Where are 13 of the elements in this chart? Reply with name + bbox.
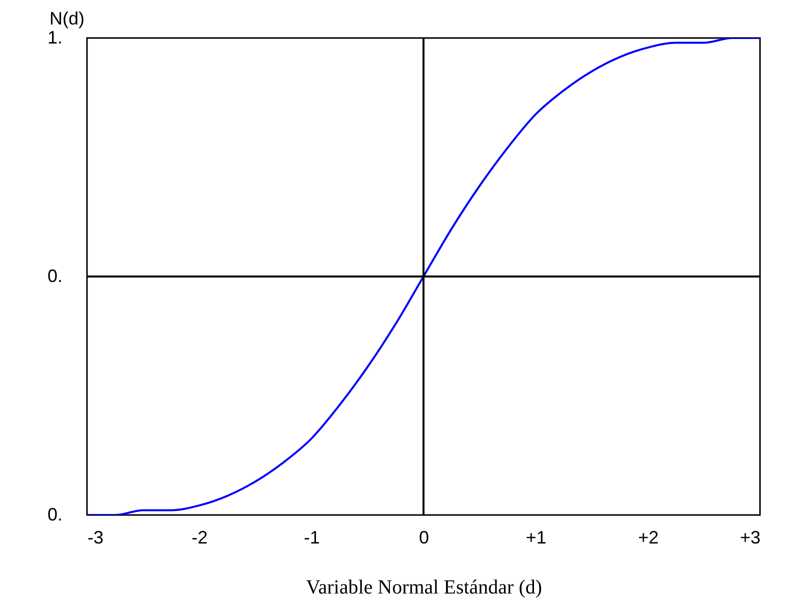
x-tick-label: -2 bbox=[192, 528, 208, 548]
y-tick-label: 0. bbox=[48, 504, 63, 524]
y-tick-label: 0. bbox=[48, 266, 63, 286]
y-axis-title: N(d) bbox=[50, 8, 84, 28]
line-series bbox=[87, 38, 760, 515]
x-tick-label: +1 bbox=[526, 528, 546, 548]
x-tick-label: +2 bbox=[638, 528, 659, 548]
x-tick-label: +3 bbox=[740, 528, 760, 548]
x-tick-label: 0 bbox=[418, 528, 430, 548]
x-tick-label: -1 bbox=[304, 528, 320, 548]
y-tick-label: 1. bbox=[48, 28, 63, 48]
x-tick-label: -3 bbox=[88, 528, 104, 548]
x-axis-title: Variable Normal Estándar (d) bbox=[306, 576, 542, 598]
